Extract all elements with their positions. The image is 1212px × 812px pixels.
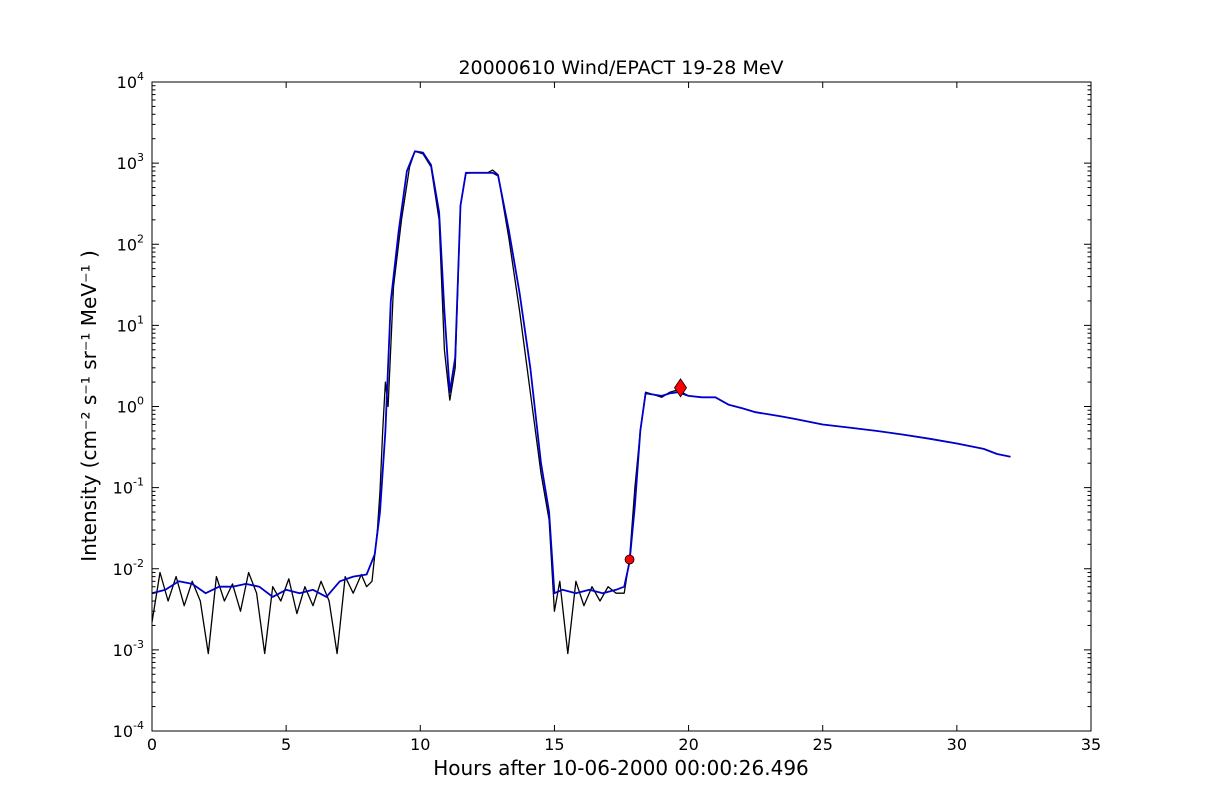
y-tick-label: 100: [117, 395, 144, 417]
y-axis-title: Intensity (cm⁻² s⁻¹ sr⁻¹ MeV⁻¹ ): [77, 250, 101, 562]
y-tick-base: 10: [117, 398, 137, 417]
x-tick-label: 10: [410, 735, 430, 754]
series-line-1: [151, 150, 1011, 655]
circle-marker: [624, 554, 635, 565]
y-tick-base: 10: [113, 722, 133, 741]
y-tick-base: 10: [117, 235, 137, 254]
y-tick-base: 10: [117, 316, 137, 335]
y-tick-exponent: 4: [137, 70, 144, 83]
y-tick-label: 10-2: [113, 557, 144, 579]
x-tick-label: 30: [947, 735, 967, 754]
y-tick-exponent: 2: [137, 232, 144, 245]
y-tick-label: 104: [117, 70, 144, 92]
y-tick-exponent: 1: [137, 313, 144, 326]
y-tick-exponent: -1: [133, 476, 144, 489]
y-tick-base: 10: [117, 154, 137, 173]
y-tick-base: 10: [117, 73, 137, 92]
y-tick-label: 10-1: [113, 476, 144, 498]
y-tick-label: 10-3: [113, 638, 144, 660]
y-tick-base: 10: [113, 560, 133, 579]
y-tick-exponent: 0: [137, 395, 144, 408]
y-tick-exponent: 3: [137, 151, 144, 164]
y-tick-base: 10: [113, 641, 133, 660]
x-tick-label: 20: [678, 735, 698, 754]
y-tick-exponent: -4: [133, 719, 144, 732]
tick-layer: 0 5 10 15 20 25 30 3510-410-310-210-11001011021…: [113, 70, 1102, 754]
x-tick-label: 35: [1081, 735, 1101, 754]
chart-title: 20000610 Wind/EPACT 19-28 MeV: [458, 57, 783, 79]
x-tick-label: 0: [147, 735, 157, 754]
y-tick-label: 10-4: [113, 719, 144, 741]
y-tick-exponent: -3: [133, 638, 144, 651]
y-tick-label: 101: [117, 313, 144, 335]
series-layer: [151, 150, 1011, 655]
x-axis-title: Hours after 10-06-2000 00:00:26.496: [433, 756, 809, 780]
plot-frame: [151, 81, 1092, 732]
y-tick-label: 103: [117, 151, 144, 173]
marker-layer: [624, 378, 688, 565]
y-tick-label: 102: [117, 232, 144, 254]
x-tick-label: 5: [281, 735, 291, 754]
diamond-marker: [674, 378, 688, 398]
x-tick-label: 25: [813, 735, 833, 754]
y-tick-base: 10: [113, 479, 133, 498]
series-line-2: [151, 150, 1011, 598]
x-tick-label: 15: [544, 735, 564, 754]
y-tick-exponent: -2: [133, 557, 144, 570]
